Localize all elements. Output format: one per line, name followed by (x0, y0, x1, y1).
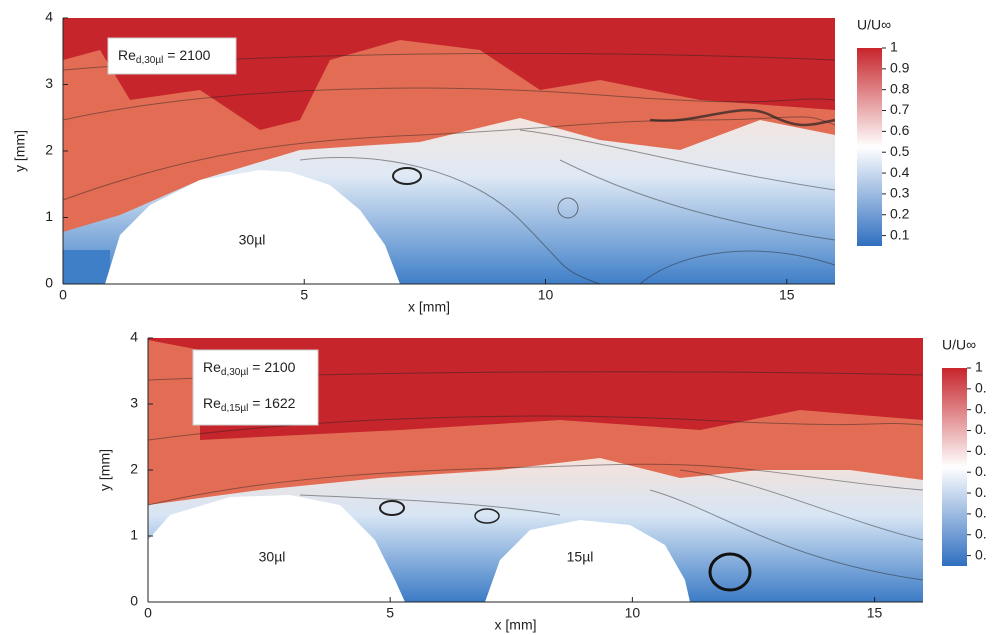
annotation-text: = 1622 (248, 395, 295, 411)
y-tick-label: 4 (45, 9, 53, 25)
colorbar-tick-label: 0. (975, 400, 987, 416)
colorbar-title: U/U∞ (857, 17, 891, 33)
y-tick-label: 1 (45, 208, 53, 224)
x-axis-label: x [mm] (408, 299, 450, 315)
colorbar (857, 48, 882, 246)
annotation: Red,30µl = 2100 (203, 359, 296, 378)
x-tick-label: 10 (625, 605, 641, 621)
annotation-sub: d,30µl (221, 367, 248, 378)
y-tick-label: 0 (130, 593, 138, 609)
x-tick-label: 15 (779, 287, 795, 303)
colorbar-title: U/U∞ (942, 337, 976, 353)
velocity-field (63, 18, 835, 284)
x-tick-label: 0 (59, 287, 67, 303)
y-tick-label: 3 (45, 75, 53, 91)
colorbar-tick-label: 1 (890, 39, 898, 55)
x-axis-label: x [mm] (495, 617, 537, 633)
x-tick-label: 0 (144, 605, 152, 621)
colorbar-tick-label: 0. (975, 421, 987, 437)
colorbar-tick-label: 0. (975, 463, 987, 479)
y-tick-label: 2 (130, 461, 138, 477)
colorbar-tick-label: 1 (975, 359, 983, 375)
annotation-base: Re (118, 47, 136, 63)
annotation-base: Re (203, 395, 221, 411)
annotation: Red,30µl = 2100 (118, 47, 211, 66)
annotation-base: Re (203, 359, 221, 375)
colorbar-tick-label: 0.5 (890, 143, 910, 159)
annotation-text: = 2100 (163, 47, 210, 63)
velocity-field (148, 338, 923, 602)
x-tick-label: 5 (386, 605, 394, 621)
y-tick-label: 4 (130, 329, 138, 345)
x-tick-label: 10 (538, 287, 554, 303)
colorbar-tick-label: 0.7 (890, 101, 910, 117)
y-axis-label: y [mm] (97, 449, 113, 491)
annotation: Red,15µl = 1622 (203, 395, 296, 414)
x-tick-label: 15 (867, 605, 883, 621)
droplet-label: 15µl (567, 549, 594, 565)
y-tick-label: 0 (45, 275, 53, 291)
colorbar-tick-label: 0. (975, 442, 987, 458)
colorbar-tick-label: 0.6 (890, 122, 910, 138)
x-tick-label: 5 (300, 287, 308, 303)
annotation-sub: d,30µl (136, 55, 163, 66)
colorbar-tick-label: 0.1 (890, 226, 910, 242)
droplet-label: 30µl (259, 549, 286, 565)
y-tick-label: 3 (130, 395, 138, 411)
annotation-sub: d,15µl (221, 403, 248, 414)
colorbar (942, 368, 967, 566)
colorbar-tick-label: 0. (975, 505, 987, 521)
colorbar-tick-label: 0. (975, 546, 987, 562)
colorbar-tick-label: 0.8 (890, 80, 910, 96)
annotation-text: = 2100 (248, 359, 295, 375)
droplet-label: 30µl (239, 232, 266, 248)
annotation-box (107, 37, 237, 75)
colorbar-tick-label: 0. (975, 525, 987, 541)
colorbar-tick-label: 0. (975, 484, 987, 500)
colorbar-tick-label: 0.9 (890, 60, 910, 76)
colorbar-tick-label: 0.4 (890, 164, 910, 180)
y-axis-label: y [mm] (12, 130, 28, 172)
y-tick-label: 2 (45, 142, 53, 158)
y-tick-label: 1 (130, 527, 138, 543)
colorbar-tick-label: 0. (975, 380, 987, 396)
annotation-box (192, 349, 319, 426)
colorbar-tick-label: 0.3 (890, 185, 910, 201)
colorbar-tick-label: 0.2 (890, 205, 910, 221)
